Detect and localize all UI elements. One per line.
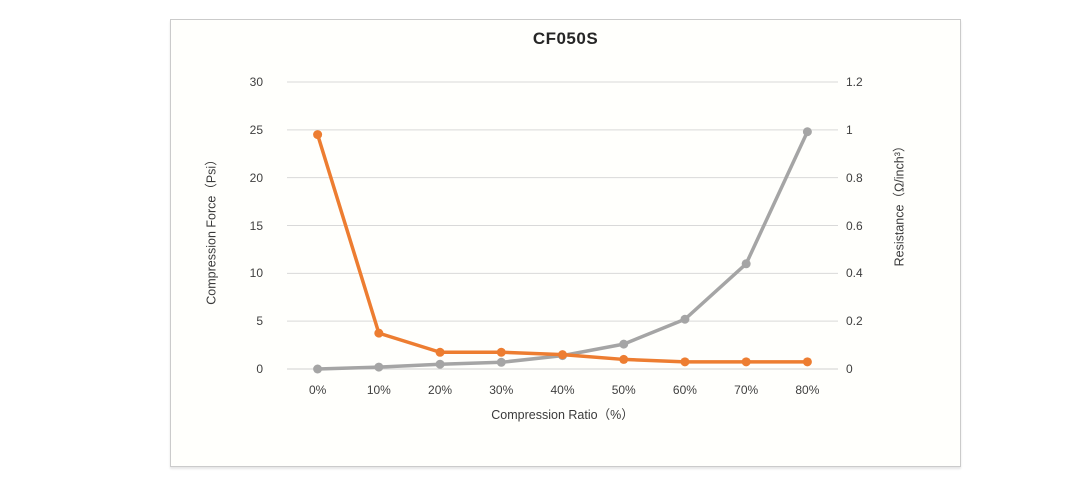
data-point-marker bbox=[741, 357, 751, 367]
chart-panel: CF050S 0 5 10 15 20 25 30 0 0.2 0.4 0.6 0.8 1 1.2 0%… bbox=[170, 19, 961, 467]
left-axis-tick: 25 bbox=[249, 122, 263, 137]
data-point-marker bbox=[435, 359, 445, 369]
data-point-marker bbox=[680, 357, 690, 367]
right-axis-tick: 0.2 bbox=[846, 314, 863, 329]
left-axis-tick: 10 bbox=[249, 266, 263, 281]
data-point-marker bbox=[435, 347, 445, 357]
data-point-marker bbox=[741, 259, 751, 269]
right-axis-tick: 0.8 bbox=[846, 170, 863, 185]
right-axis-tick: 0.6 bbox=[846, 218, 863, 233]
series-line-compression-force bbox=[315, 129, 810, 371]
left-axis-tick: 30 bbox=[249, 75, 263, 89]
data-point-marker bbox=[313, 130, 323, 140]
data-point-marker bbox=[680, 314, 690, 324]
plot-area bbox=[287, 81, 838, 374]
data-point-marker bbox=[496, 347, 506, 357]
right-axis-title: Resistance（Ω/inch³） bbox=[892, 139, 907, 267]
data-point-marker bbox=[619, 354, 629, 364]
x-axis-tick: 0% bbox=[308, 383, 327, 397]
data-point-marker bbox=[619, 339, 629, 349]
x-axis-tick: 40% bbox=[550, 383, 575, 397]
right-axis-tick: 1 bbox=[846, 122, 853, 137]
left-axis-tick: 5 bbox=[256, 314, 263, 329]
right-axis-tick: 1.2 bbox=[846, 75, 863, 89]
x-axis-tick: 20% bbox=[428, 383, 453, 397]
data-point-marker bbox=[313, 364, 323, 374]
left-axis-title: Compression Force（Psi） bbox=[204, 153, 219, 305]
right-axis-tick: 0 bbox=[846, 362, 853, 376]
x-axis-tick: 60% bbox=[672, 383, 697, 397]
left-axis-tick: 15 bbox=[249, 218, 263, 233]
left-axis-tick: 20 bbox=[249, 170, 263, 185]
data-point-marker bbox=[558, 350, 567, 360]
data-point-marker bbox=[374, 362, 384, 372]
series-line-resistance bbox=[315, 132, 810, 364]
x-axis-tick: 30% bbox=[489, 383, 514, 397]
x-axis-tick: 80% bbox=[795, 383, 820, 397]
x-axis-tick: 50% bbox=[611, 383, 636, 397]
data-point-marker bbox=[802, 127, 812, 137]
data-point-marker bbox=[496, 357, 506, 367]
x-axis-tick: 10% bbox=[366, 383, 391, 397]
chart-title: CF050S bbox=[532, 29, 599, 48]
x-axis-tick: 70% bbox=[734, 383, 759, 397]
left-axis-tick: 0 bbox=[256, 362, 263, 376]
x-axis-title: Compression Ratio（%） bbox=[491, 408, 634, 422]
right-axis-tick: 0.4 bbox=[846, 266, 863, 281]
data-point-marker bbox=[374, 328, 384, 338]
data-point-marker bbox=[802, 357, 812, 367]
